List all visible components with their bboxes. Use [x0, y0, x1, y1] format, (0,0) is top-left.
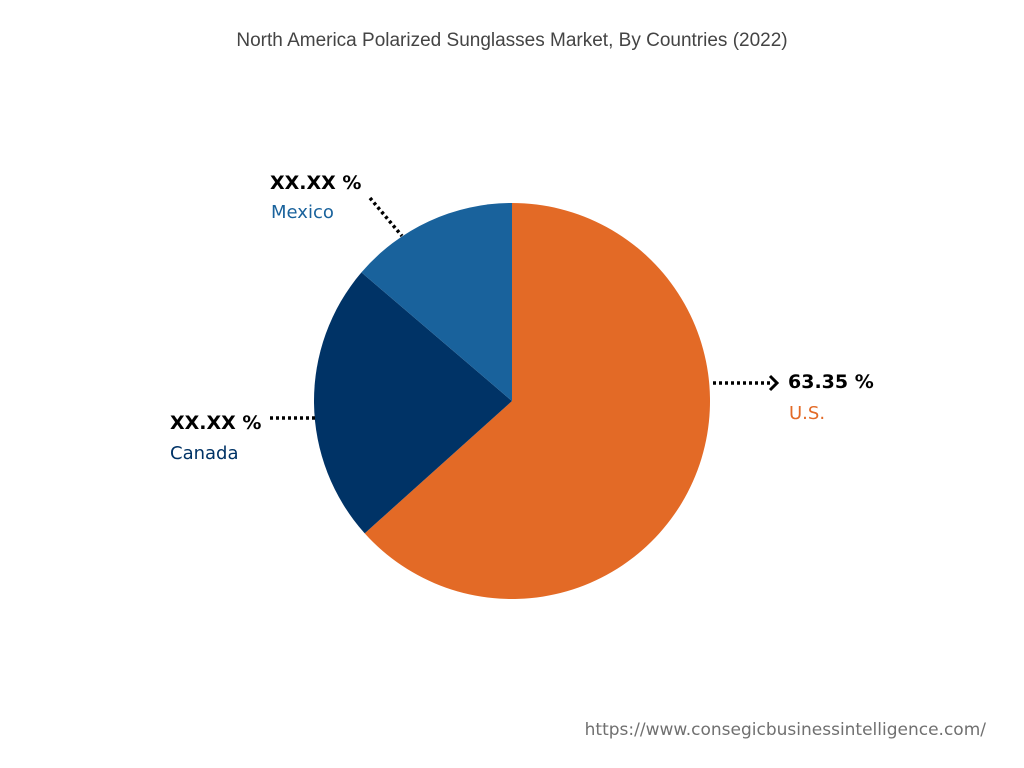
leader-arrow-us [768, 374, 780, 392]
pie-slice-canada [314, 272, 512, 534]
us-name-label: U.S. [789, 403, 826, 424]
leader-line-mexico [368, 196, 404, 238]
mexico-name-label: Mexico [271, 202, 334, 223]
pie-slices [314, 203, 711, 599]
us-value-label: 63.35 % [788, 371, 874, 393]
canada-value-label: XX.XX % [170, 412, 262, 434]
source-url: https://www.consegicbusinessintelligence… [584, 720, 986, 740]
mexico-value-label: XX.XX % [270, 172, 362, 194]
leader-lines [270, 196, 780, 420]
canada-name-label: Canada [170, 443, 239, 464]
pie-slice-us [364, 203, 711, 599]
pie-slice-mexico [361, 203, 512, 401]
chart-title: North America Polarized Sunglasses Marke… [236, 30, 788, 51]
